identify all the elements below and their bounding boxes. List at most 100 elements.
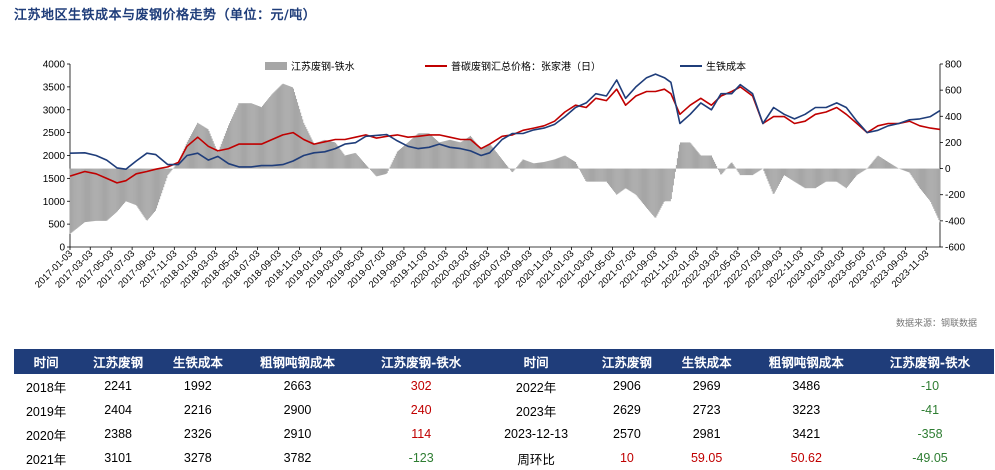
spread-bar <box>458 142 459 169</box>
spread-bar <box>128 169 129 203</box>
spread-bar <box>845 169 846 188</box>
spread-bar <box>352 154 353 169</box>
spread-bar <box>382 169 383 175</box>
spread-bar <box>198 123 199 168</box>
spread-bar <box>485 146 486 169</box>
spread-bar <box>577 166 578 169</box>
spread-bar <box>513 169 514 171</box>
spread-bar <box>667 169 668 202</box>
spread-bar <box>758 169 759 172</box>
spread-bar <box>598 169 599 182</box>
spread-bar <box>202 126 203 169</box>
spread-bar <box>601 169 602 182</box>
spread-bar <box>403 146 404 168</box>
spread-bar <box>323 140 324 168</box>
spread-bar <box>148 169 149 220</box>
spread-bar <box>288 86 289 169</box>
spread-bar <box>683 142 684 168</box>
spread-bar <box>568 158 569 169</box>
spread-bar <box>728 165 729 168</box>
spread-bar <box>283 84 284 169</box>
spread-bar <box>811 169 812 189</box>
spread-bar <box>588 169 589 182</box>
spread-bar <box>622 169 623 191</box>
spread-bar <box>281 85 282 168</box>
spread-bar <box>915 169 916 182</box>
spread-bar <box>79 169 80 227</box>
spread-bar <box>932 169 933 207</box>
spread-bar <box>193 130 194 168</box>
spread-bar <box>340 150 341 169</box>
spread-bar <box>260 107 261 169</box>
spread-bar <box>516 167 517 169</box>
chart-canvas: 05001000150020002500300035004000-600-400… <box>0 0 995 345</box>
table-header-cell: 时间 <box>485 349 587 374</box>
spread-bar <box>547 161 548 168</box>
spread-bar <box>582 169 583 176</box>
spread-bar <box>735 167 736 168</box>
spread-bar <box>540 162 541 168</box>
spread-bar <box>771 169 772 189</box>
spread-bar <box>150 169 151 217</box>
spread-bar <box>86 169 87 222</box>
spread-bar <box>907 169 908 172</box>
spread-bar <box>284 84 285 168</box>
spread-bar <box>366 165 367 168</box>
spread-bar <box>234 112 235 168</box>
spread-bar <box>646 169 647 208</box>
spread-bar <box>486 145 487 168</box>
spread-bar <box>620 169 621 192</box>
spread-bar <box>152 169 153 215</box>
spread-bar <box>263 105 264 169</box>
spread-bar <box>695 150 696 169</box>
spread-bar <box>433 137 434 168</box>
spread-bar <box>864 169 865 171</box>
spread-bar <box>673 169 674 186</box>
table-cell: 2663 <box>238 374 358 398</box>
spread-bar <box>844 169 845 187</box>
spread-bar <box>162 169 163 191</box>
spread-bar <box>421 133 422 168</box>
spread-bar <box>428 133 429 168</box>
spread-bar <box>657 169 658 214</box>
spread-bar <box>542 162 543 168</box>
spread-bar <box>391 164 392 168</box>
spread-bar <box>385 169 386 175</box>
spread-bar <box>157 169 158 206</box>
y-left-tick-label: 1000 <box>43 197 66 208</box>
spread-bar <box>331 142 332 169</box>
table-header-cell: 生铁成本 <box>158 349 238 374</box>
spread-bar <box>448 140 449 169</box>
spread-bar <box>921 169 922 191</box>
spread-bar <box>460 142 461 168</box>
spread-bar <box>741 169 742 176</box>
spread-bar <box>896 167 897 168</box>
spread-bar <box>532 163 533 169</box>
spread-bar <box>629 169 630 191</box>
spread-bar <box>113 169 114 215</box>
spread-bar <box>692 146 693 169</box>
spread-bar <box>160 169 161 197</box>
spread-bar <box>902 169 903 171</box>
spread-bar <box>858 169 859 174</box>
spread-bar <box>414 136 415 168</box>
spread-bar <box>815 169 816 189</box>
y-left-tick-label: 1500 <box>43 174 66 185</box>
spread-bar <box>293 89 294 169</box>
spread-bar <box>246 103 247 168</box>
spread-bar <box>725 169 726 170</box>
spread-bar <box>589 169 590 182</box>
spread-bar <box>108 169 109 220</box>
spread-bar <box>727 167 728 169</box>
spread-bar <box>411 139 412 168</box>
spread-bar <box>853 169 854 180</box>
spread-bar <box>583 169 584 178</box>
spread-bar <box>201 125 202 168</box>
spread-bar <box>873 161 874 168</box>
spread-bar <box>81 169 82 225</box>
spread-bar <box>115 169 116 214</box>
spread-bar <box>795 169 796 183</box>
spread-bar <box>616 169 617 195</box>
spread-bar <box>746 169 747 176</box>
spread-bar <box>225 133 226 168</box>
